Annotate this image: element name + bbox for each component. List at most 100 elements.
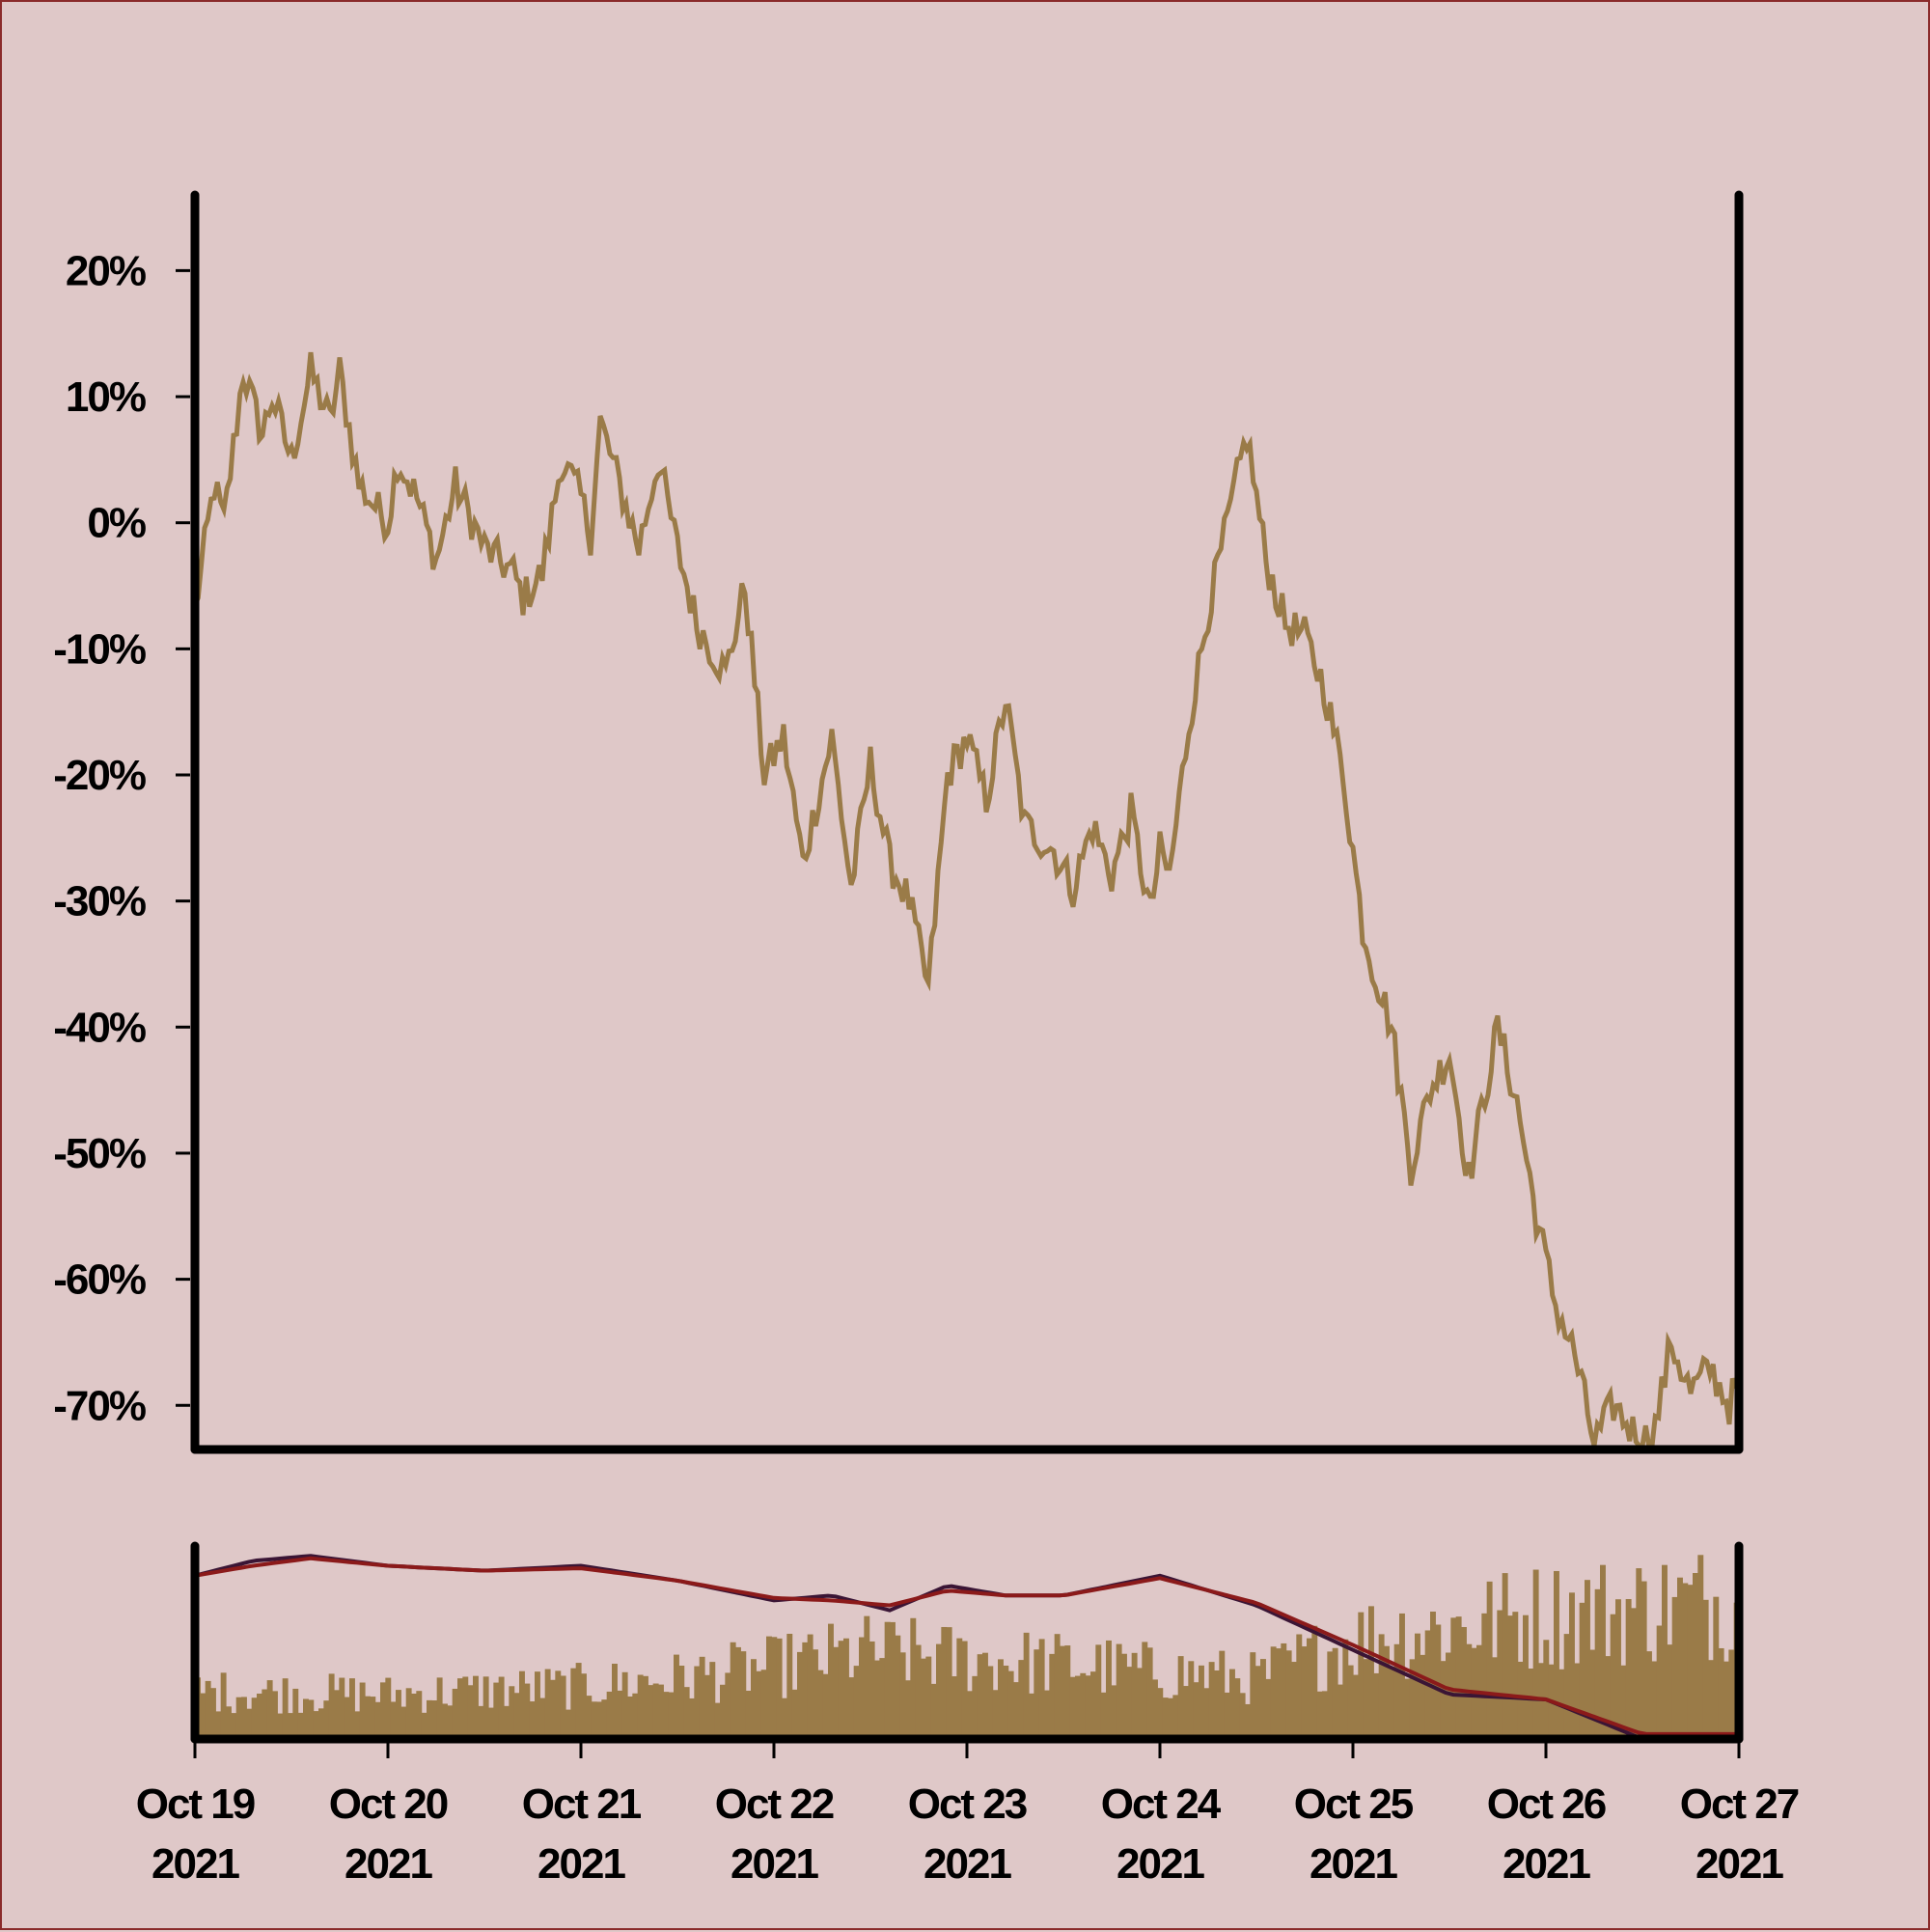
volume-bar xyxy=(596,1701,602,1739)
volume-bar xyxy=(1708,1660,1714,1739)
volume-bar xyxy=(555,1670,562,1739)
volume-bar xyxy=(1440,1661,1447,1739)
volume-bar xyxy=(1389,1667,1395,1739)
volume-bar xyxy=(1687,1585,1694,1739)
volume-bar xyxy=(1523,1615,1529,1739)
volume-bar xyxy=(1399,1613,1405,1739)
volume-bar xyxy=(1574,1663,1581,1739)
volume-bar xyxy=(241,1697,247,1739)
volume-bar xyxy=(1054,1634,1061,1739)
volume-bar xyxy=(1100,1692,1107,1739)
volume-bar xyxy=(1023,1632,1030,1739)
volume-bar xyxy=(648,1685,654,1739)
volume-bar xyxy=(987,1666,994,1739)
volume-bar xyxy=(868,1641,875,1739)
volume-bar xyxy=(215,1711,222,1739)
x-tick-label-year: 2021 xyxy=(1503,1840,1590,1888)
volume-bar xyxy=(890,1621,896,1739)
volume-bar xyxy=(1569,1592,1575,1739)
volume-bar xyxy=(524,1683,531,1739)
volume-bar xyxy=(689,1697,695,1739)
volume-bar xyxy=(1224,1692,1230,1739)
volume-bar xyxy=(473,1675,479,1739)
volume-bar xyxy=(730,1642,736,1739)
volume-bar xyxy=(1193,1682,1199,1739)
volume-bar xyxy=(570,1668,577,1739)
volume-bar xyxy=(1106,1640,1112,1739)
volume-bar xyxy=(992,1690,999,1739)
volume-bar xyxy=(1162,1697,1169,1739)
volume-bar xyxy=(303,1698,309,1739)
volume-bar xyxy=(782,1697,787,1739)
volume-bar xyxy=(1543,1640,1550,1739)
volume-bar xyxy=(941,1626,948,1739)
volume-bar xyxy=(740,1651,747,1739)
volume-bar xyxy=(431,1700,438,1739)
y-tick-label: 10% xyxy=(66,373,146,421)
volume-bar xyxy=(1594,1588,1601,1739)
volume-bar xyxy=(1554,1570,1559,1739)
volume-bar xyxy=(200,1693,207,1739)
volume-bar xyxy=(617,1690,623,1739)
volume-bar xyxy=(1085,1675,1091,1739)
volume-bar xyxy=(380,1682,386,1739)
volume-bar xyxy=(853,1666,860,1739)
volume-bar xyxy=(1605,1656,1612,1739)
volume-bar xyxy=(925,1656,932,1739)
volume-bar xyxy=(1353,1674,1359,1739)
volume-bar xyxy=(1296,1634,1303,1739)
volume-bar xyxy=(575,1663,582,1739)
volume-bar xyxy=(308,1699,315,1739)
volume-bar xyxy=(411,1693,417,1739)
volume-bar xyxy=(1585,1580,1590,1739)
volume-bar xyxy=(416,1691,423,1739)
volume-bar xyxy=(652,1683,659,1739)
y-tick-label: -10% xyxy=(53,625,146,673)
volume-bar xyxy=(436,1677,443,1739)
volume-bar xyxy=(1667,1644,1673,1739)
volume-bar xyxy=(1600,1564,1606,1739)
volume-bar xyxy=(581,1673,587,1739)
volume-bar xyxy=(529,1701,536,1739)
volume-bar xyxy=(462,1676,469,1739)
volume-bar xyxy=(1075,1675,1081,1739)
volume-bar xyxy=(683,1687,690,1739)
volume-bar xyxy=(1121,1653,1127,1739)
volume-bar xyxy=(1203,1688,1210,1739)
volume-bar xyxy=(637,1674,644,1739)
volume-bar xyxy=(946,1627,952,1739)
volume-bar xyxy=(1168,1697,1173,1739)
volume-bar xyxy=(1219,1650,1226,1739)
volume-bar xyxy=(1116,1643,1122,1739)
volume-bar xyxy=(1049,1653,1056,1739)
volume-bar xyxy=(1455,1616,1462,1739)
volume-bar xyxy=(385,1677,392,1739)
x-tick-label-date: Oct 23 xyxy=(908,1780,1027,1828)
volume-bar xyxy=(1631,1608,1637,1739)
volume-bar xyxy=(699,1656,705,1739)
volume-bar xyxy=(1265,1678,1272,1739)
volume-bar xyxy=(344,1697,350,1739)
volume-bar xyxy=(797,1651,803,1739)
volume-bar xyxy=(813,1649,818,1739)
volume-bar xyxy=(967,1691,973,1739)
volume-bar xyxy=(895,1635,901,1739)
volume-bar xyxy=(220,1672,227,1739)
volume-bar xyxy=(1254,1666,1261,1739)
volume-bar xyxy=(1131,1652,1138,1739)
volume-bar xyxy=(776,1638,783,1739)
volume-bar xyxy=(751,1659,757,1739)
volume-bar xyxy=(802,1642,809,1739)
volume-bar xyxy=(725,1672,731,1739)
volume-bar xyxy=(1671,1596,1678,1739)
volume-bar xyxy=(544,1669,551,1739)
volume-bar xyxy=(1034,1649,1040,1739)
volume-bar xyxy=(1409,1659,1416,1739)
volume-bar xyxy=(482,1676,489,1739)
volume-bar xyxy=(606,1691,613,1739)
volume-bar xyxy=(1316,1691,1323,1739)
volume-bar xyxy=(226,1706,232,1739)
x-tick-label-year: 2021 xyxy=(1696,1840,1783,1888)
volume-bar xyxy=(1693,1573,1698,1739)
volume-bar xyxy=(1214,1670,1220,1739)
